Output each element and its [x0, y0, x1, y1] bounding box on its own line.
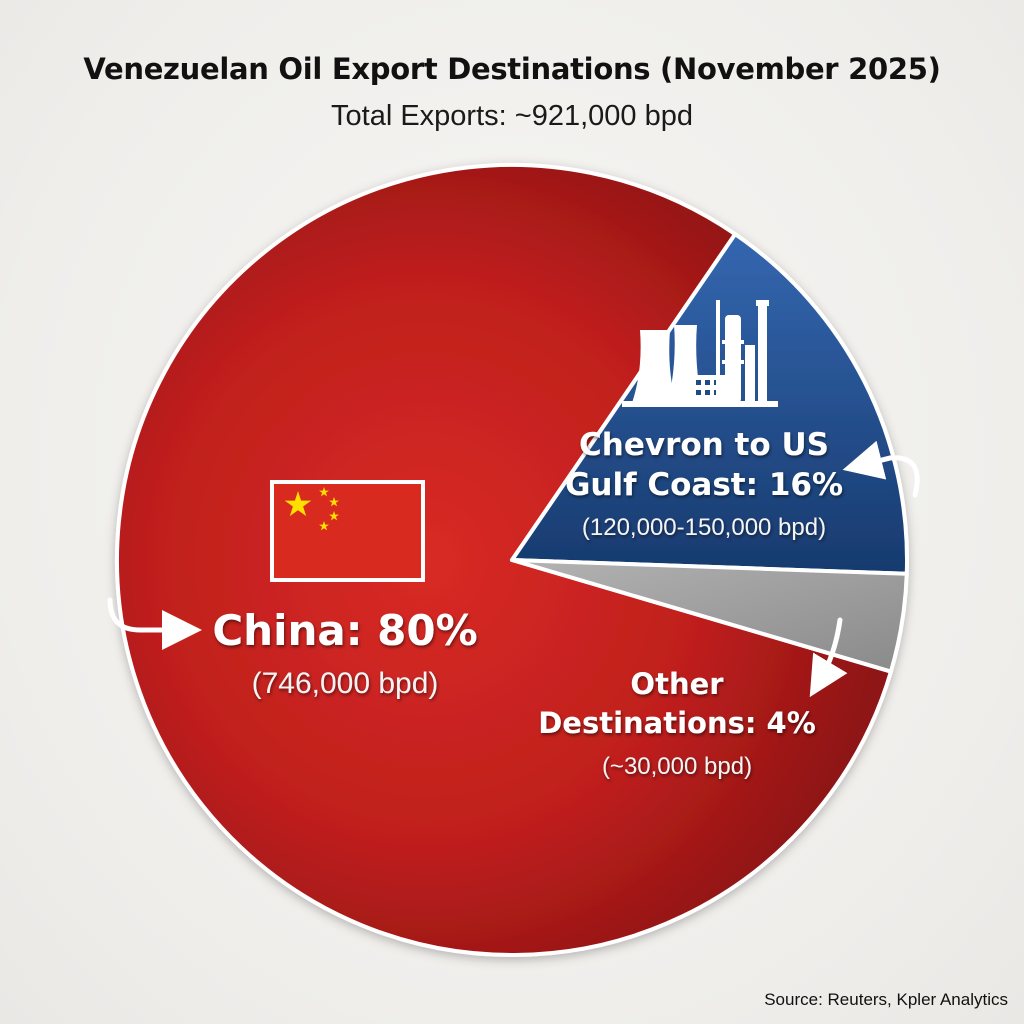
- other-detail: (~30,000 bpd): [602, 753, 752, 780]
- slice-labels: China: 80% (746,000 bpd) Chevron to US G…: [212, 427, 843, 780]
- chevron-arrow: [842, 440, 920, 498]
- other-arrow: [809, 617, 848, 698]
- refinery-icon: [622, 300, 778, 407]
- china-detail: (746,000 bpd): [252, 667, 439, 700]
- other-label-line1: Other: [630, 667, 724, 701]
- china-label: China: 80%: [212, 606, 477, 655]
- slice-other-destinations: [510, 558, 909, 674]
- chevron-label-line1: Chevron to US: [579, 427, 829, 463]
- chart-title: Venezuelan Oil Export Destinations (Nove…: [83, 52, 941, 86]
- chevron-detail: (120,000-150,000 bpd): [582, 514, 826, 541]
- china-arrow: [107, 597, 202, 650]
- other-label-line2: Destinations: 4%: [538, 706, 816, 740]
- pie-slices: [115, 163, 909, 957]
- chart-subtitle: Total Exports: ~921,000 bpd: [331, 100, 693, 132]
- chevron-label-line2: Gulf Coast: 16%: [565, 467, 843, 503]
- label-arrows: [107, 440, 920, 698]
- china-flag-icon: [270, 480, 425, 582]
- source-note: Source: Reuters, Kpler Analytics: [764, 990, 1008, 1009]
- slice-china: [115, 163, 893, 957]
